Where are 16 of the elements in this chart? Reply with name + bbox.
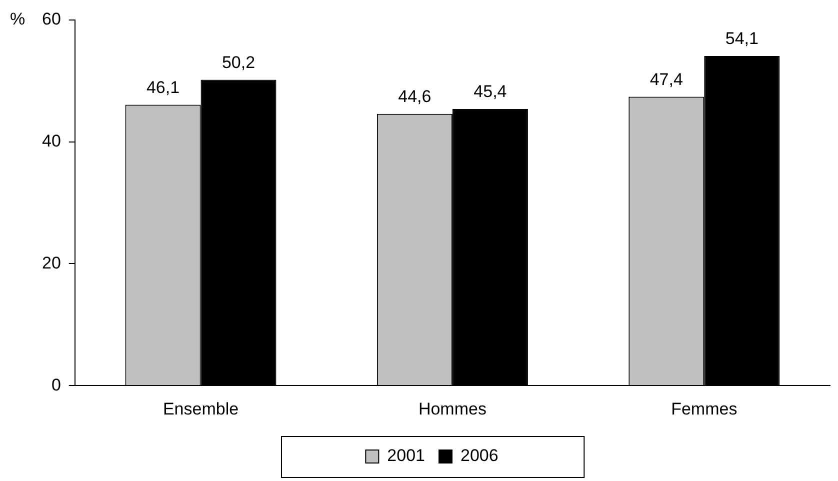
x-tick-label: Femmes — [671, 399, 738, 418]
y-tick-label: 60 — [42, 10, 61, 29]
y-tick-label: 0 — [51, 375, 61, 394]
x-tick-label: Hommes — [418, 399, 486, 418]
data-label: 47,4 — [650, 70, 683, 89]
y-tick-label: 40 — [42, 132, 61, 151]
data-label: 44,6 — [398, 87, 432, 106]
legend-label: 2006 — [460, 446, 498, 466]
data-label: 54,1 — [725, 29, 758, 48]
y-axis-title: % — [10, 10, 26, 29]
data-label: 50,2 — [222, 52, 256, 72]
legend-label: 2001 — [387, 446, 426, 466]
x-tick-label: Ensemble — [162, 399, 239, 418]
data-label: 46,1 — [146, 78, 180, 97]
y-tick-label: 20 — [42, 253, 61, 272]
data-label: 45,4 — [474, 82, 507, 102]
